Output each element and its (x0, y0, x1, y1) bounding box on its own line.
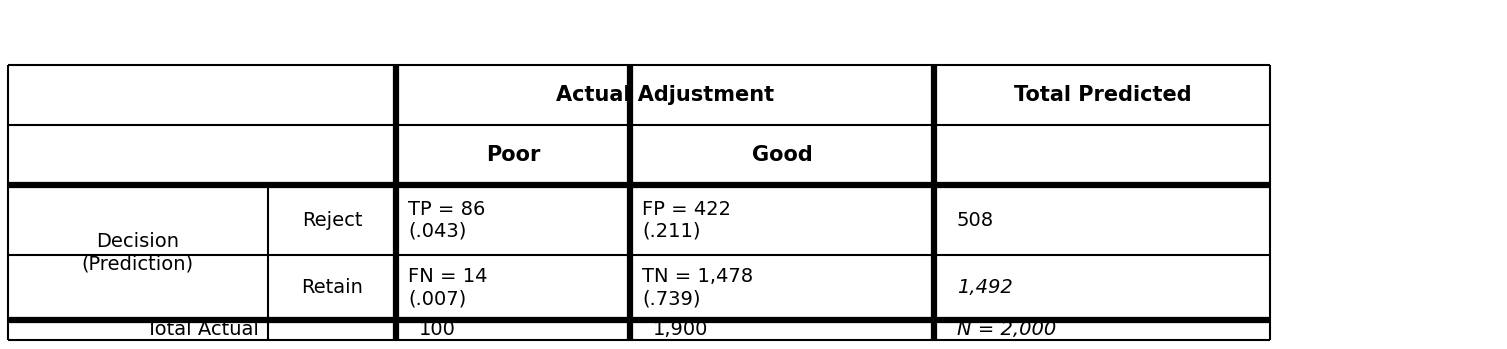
Text: 1,900: 1,900 (653, 320, 708, 340)
Text: FN = 14
(.007): FN = 14 (.007) (408, 267, 488, 308)
Text: Actual Adjustment: Actual Adjustment (556, 85, 775, 105)
Text: Good: Good (752, 145, 812, 165)
Text: TN = 1,478
(.739): TN = 1,478 (.739) (642, 267, 754, 308)
Text: N = 2,000: N = 2,000 (957, 320, 1056, 340)
Text: 100: 100 (419, 320, 455, 340)
Text: Poor: Poor (485, 145, 541, 165)
Text: TP = 86
(.043): TP = 86 (.043) (408, 200, 485, 240)
Text: 508: 508 (957, 210, 995, 230)
Text: Reject: Reject (301, 210, 363, 230)
Text: Total Predicted: Total Predicted (1014, 85, 1191, 105)
Text: Retain: Retain (301, 278, 363, 297)
Text: FP = 422
(.211): FP = 422 (.211) (642, 200, 731, 240)
Text: Total Actual: Total Actual (146, 320, 258, 340)
Text: Decision
(Prediction): Decision (Prediction) (81, 232, 194, 273)
Text: 1,492: 1,492 (957, 278, 1013, 297)
